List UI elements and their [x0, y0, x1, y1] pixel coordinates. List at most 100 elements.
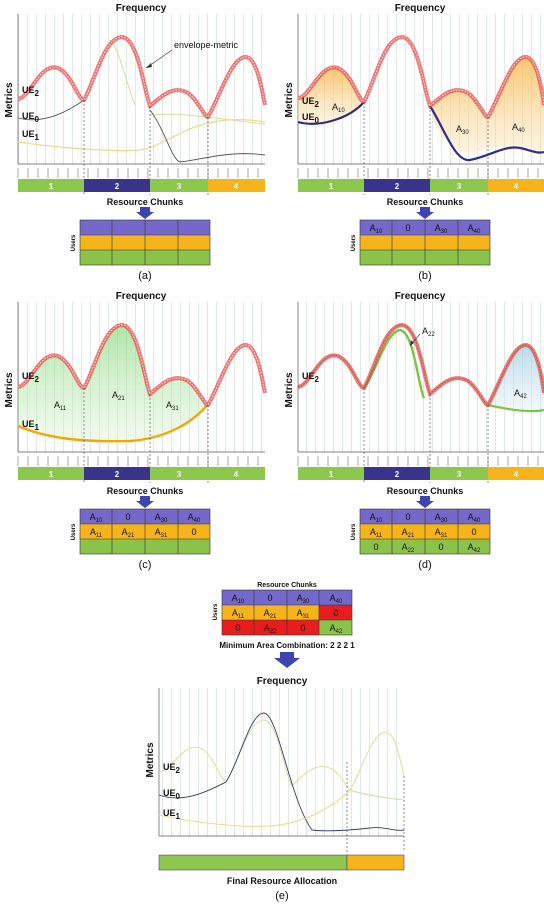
caption-b: (b) [418, 270, 431, 282]
svg-text:2: 2 [115, 470, 120, 479]
area-green [18, 325, 208, 442]
svg-text:A11: A11 [232, 608, 245, 620]
svg-text:A11: A11 [54, 400, 67, 412]
svg-text:2: 2 [395, 182, 400, 191]
chunk-4 [208, 179, 265, 192]
svg-text:Frequency: Frequency [257, 676, 308, 687]
svg-text:A22: A22 [422, 326, 435, 338]
allocation-orange [346, 854, 405, 871]
y-axis-label: Metrics [4, 82, 15, 117]
svg-text:1: 1 [329, 182, 334, 191]
ue0-label: UE0 [302, 112, 320, 125]
caption-c: (c) [139, 559, 152, 571]
svg-text:A40: A40 [468, 512, 481, 524]
frequency-title: Frequency [395, 3, 446, 14]
svg-text:A30: A30 [297, 593, 310, 605]
panel-a: Frequency Metrics envelope-metric UE2 UE… [4, 3, 267, 282]
chunk-1 [18, 179, 84, 192]
svg-text:0: 0 [333, 608, 338, 618]
svg-text:Resource Chunks: Resource Chunks [387, 486, 464, 496]
svg-text:2: 2 [115, 182, 120, 191]
ue0-label: UE0 [163, 788, 181, 801]
combination-table: Resource Chunks A10 0 A30 A40 A11 A21 A3… [213, 582, 355, 668]
ue2-label: UE2 [22, 371, 40, 384]
svg-text:A21: A21 [122, 527, 135, 539]
svg-text:Users: Users [351, 523, 357, 540]
svg-text:A40: A40 [330, 593, 343, 605]
svg-text:0: 0 [125, 512, 130, 522]
svg-text:0: 0 [373, 542, 378, 552]
svg-text:0: 0 [300, 623, 305, 633]
svg-text:A10: A10 [370, 223, 383, 235]
svg-text:A31: A31 [166, 400, 179, 412]
caption-a: (a) [138, 270, 151, 282]
ue2-label: UE2 [163, 762, 181, 775]
ue0-curve [429, 105, 544, 162]
svg-text:A10: A10 [90, 512, 103, 524]
svg-text:Metrics: Metrics [284, 372, 295, 407]
svg-text:0: 0 [405, 223, 410, 233]
svg-text:Resource Chunks: Resource Chunks [107, 486, 184, 496]
area-a10 [298, 67, 364, 124]
plot-area [18, 14, 265, 164]
svg-text:Frequency: Frequency [395, 291, 446, 302]
svg-text:A21: A21 [112, 390, 125, 402]
y-axis-label: Metrics [284, 82, 295, 117]
svg-text:3: 3 [457, 182, 462, 191]
svg-text:A10: A10 [232, 593, 245, 605]
svg-text:Resource Chunks: Resource Chunks [257, 582, 317, 589]
panel-b: Frequency Metrics UE2 UE0 A10 A30 A40 1 … [284, 3, 544, 282]
svg-text:Frequency: Frequency [116, 291, 167, 302]
ue2-curve [149, 113, 266, 125]
chunk-2 [84, 179, 150, 192]
panel-c: Frequency Metrics UE2 UE1 A11 A21 A31 1 … [4, 291, 267, 571]
panel-e: Frequency Metrics UE2 UE0 UE1 Final Reso… [145, 676, 405, 902]
svg-text:A31: A31 [297, 608, 310, 620]
panel-d: Frequency Metrics A22 A42 UE2 1 2 3 4 Re… [284, 291, 544, 571]
svg-text:1: 1 [49, 470, 54, 479]
svg-text:Users: Users [71, 523, 77, 540]
svg-text:4: 4 [234, 470, 239, 479]
svg-text:0: 0 [438, 542, 443, 552]
ue1-label: UE1 [22, 419, 40, 432]
svg-text:4: 4 [234, 182, 239, 191]
ue1-curve [17, 403, 209, 443]
svg-text:A11: A11 [370, 527, 383, 539]
ue0-curve [17, 99, 266, 163]
area-a30-a40 [430, 56, 544, 153]
svg-text:A22: A22 [402, 542, 415, 554]
svg-text:4: 4 [514, 470, 519, 479]
svg-text:A42: A42 [330, 623, 343, 635]
svg-text:3: 3 [457, 470, 462, 479]
svg-text:0: 0 [235, 623, 240, 633]
svg-text:1: 1 [49, 182, 54, 191]
caption-e: (e) [275, 890, 288, 902]
resource-chunks-title: Resource Chunks [107, 197, 184, 207]
svg-text:A42: A42 [468, 542, 481, 554]
svg-text:4: 4 [514, 182, 519, 191]
svg-text:A40: A40 [188, 512, 201, 524]
ue2-label: UE2 [302, 96, 320, 109]
frequency-title: Frequency [116, 3, 167, 14]
svg-text:3: 3 [177, 470, 182, 479]
svg-text:Users: Users [213, 603, 219, 620]
ue2-label: UE2 [302, 371, 320, 384]
svg-text:Resource Chunks: Resource Chunks [387, 197, 464, 207]
svg-text:0: 0 [471, 527, 476, 537]
freq-ticks [17, 168, 259, 178]
ue1-curve [17, 118, 266, 152]
svg-text:A30: A30 [435, 512, 448, 524]
ue2-label: UE2 [22, 85, 40, 98]
allocation-green [158, 854, 348, 871]
envelope-metric-label: envelope-metric [174, 40, 239, 50]
users-label: Users [71, 234, 77, 251]
svg-text:0: 0 [191, 527, 196, 537]
svg-text:A31: A31 [155, 527, 168, 539]
down-arrow [136, 207, 154, 219]
down-arrow [274, 652, 300, 668]
ue1-label: UE1 [163, 808, 181, 821]
svg-text:A30: A30 [155, 512, 168, 524]
svg-text:A30: A30 [435, 223, 448, 235]
area-a42 [488, 344, 544, 412]
